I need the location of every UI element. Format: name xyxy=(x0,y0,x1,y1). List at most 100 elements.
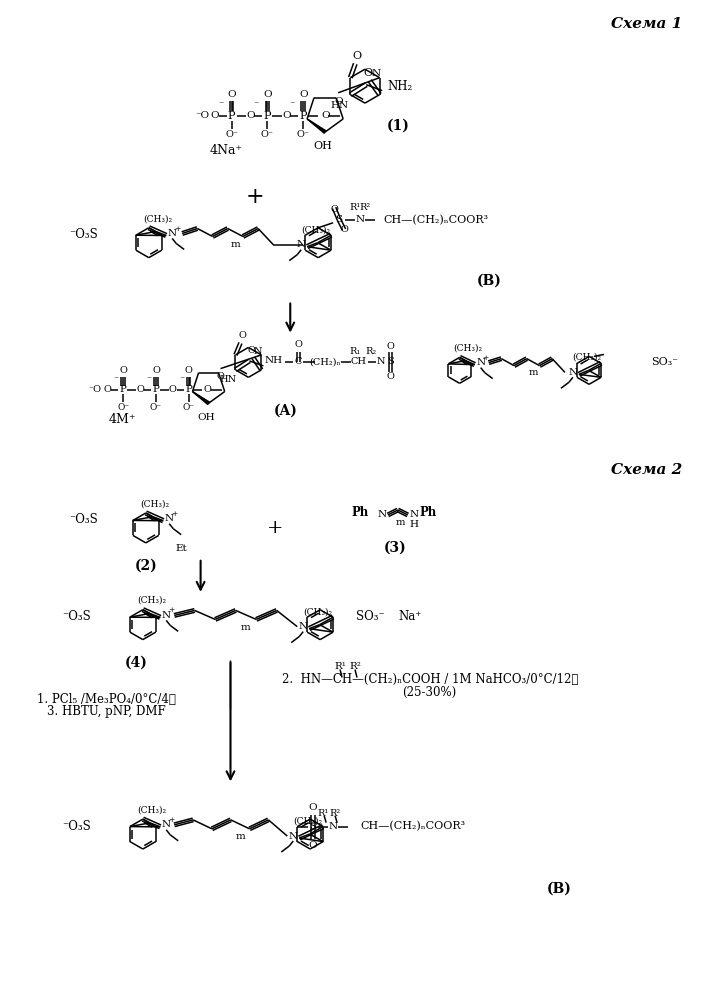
Text: N: N xyxy=(164,514,174,523)
Text: N: N xyxy=(409,510,419,519)
Text: 4Na⁺: 4Na⁺ xyxy=(210,144,243,157)
Text: R¹: R¹ xyxy=(350,203,361,212)
Text: O: O xyxy=(309,841,318,850)
Polygon shape xyxy=(307,119,326,133)
Text: 4M⁺: 4M⁺ xyxy=(108,413,136,426)
Text: R₂: R₂ xyxy=(365,347,377,356)
Text: O: O xyxy=(239,331,246,340)
Text: N: N xyxy=(167,229,177,238)
Text: O: O xyxy=(340,225,348,234)
Text: (CH₃)₂: (CH₃)₂ xyxy=(137,596,167,605)
Text: O⁻: O⁻ xyxy=(297,130,310,139)
Text: O: O xyxy=(227,90,236,99)
Text: (CH₃)₂: (CH₃)₂ xyxy=(293,817,323,826)
Text: O: O xyxy=(210,111,219,120)
Text: O: O xyxy=(185,366,193,375)
Text: R²: R² xyxy=(330,809,340,818)
Text: O⁻: O⁻ xyxy=(225,130,238,139)
Text: Схема 1: Схема 1 xyxy=(611,17,683,31)
Text: (CH₃)₂: (CH₃)₂ xyxy=(140,499,169,508)
Text: (B): (B) xyxy=(547,882,572,896)
Text: HN: HN xyxy=(331,101,349,110)
Text: S: S xyxy=(387,357,394,366)
Text: O: O xyxy=(282,111,290,120)
Text: O: O xyxy=(294,340,302,349)
Text: P: P xyxy=(263,111,271,121)
Text: P: P xyxy=(120,385,127,394)
Text: N: N xyxy=(162,820,171,829)
Text: R¹: R¹ xyxy=(334,662,346,671)
Text: (CH₃)₂: (CH₃)₂ xyxy=(143,214,172,223)
Text: m: m xyxy=(395,518,404,527)
Text: (CH₃)₂: (CH₃)₂ xyxy=(572,353,601,362)
Text: +: + xyxy=(168,816,174,824)
Text: O: O xyxy=(204,385,211,394)
Text: P: P xyxy=(300,111,307,121)
Text: (A): (A) xyxy=(273,403,297,417)
Text: R²: R² xyxy=(360,203,370,212)
Text: (25-30%): (25-30%) xyxy=(402,686,457,699)
Text: OH: OH xyxy=(314,141,333,151)
Text: ⁻: ⁻ xyxy=(253,100,259,109)
Text: ⁻: ⁻ xyxy=(113,375,119,384)
Text: O⁻: O⁻ xyxy=(150,403,162,412)
Text: ⁻: ⁻ xyxy=(218,100,224,109)
Text: R¹: R¹ xyxy=(318,809,329,818)
Text: (CH₃)₂: (CH₃)₂ xyxy=(137,805,167,814)
Text: ⁻: ⁻ xyxy=(290,100,295,109)
Text: Схема 2: Схема 2 xyxy=(611,463,683,477)
Text: O: O xyxy=(136,385,144,394)
Text: +: + xyxy=(267,519,283,537)
Polygon shape xyxy=(192,392,209,404)
Text: O⁻: O⁻ xyxy=(261,130,274,139)
Text: O: O xyxy=(352,51,362,61)
Text: (CH₂)ₙ: (CH₂)ₙ xyxy=(309,357,341,366)
Text: P: P xyxy=(228,111,235,121)
Text: ⁻O: ⁻O xyxy=(196,111,210,120)
Text: (CH₃)₂: (CH₃)₂ xyxy=(303,607,333,616)
Text: 2.  HN—CH—(CH₂)ₙCOOH / 1M NaHCO₃/0°C/12乌: 2. HN—CH—(CH₂)ₙCOOH / 1M NaHCO₃/0°C/12乌 xyxy=(281,673,578,686)
Text: 1. PCl₅ /Me₃PO₄/0°C/4乌: 1. PCl₅ /Me₃PO₄/0°C/4乌 xyxy=(36,693,175,706)
Text: ⁻O₃S: ⁻O₃S xyxy=(63,820,91,833)
Text: O⁻: O⁻ xyxy=(183,403,195,412)
Text: O: O xyxy=(299,90,308,99)
Text: N: N xyxy=(476,358,486,367)
Text: NH: NH xyxy=(264,356,283,365)
Text: N: N xyxy=(568,368,577,377)
Text: ⁻O₃S: ⁻O₃S xyxy=(70,228,98,241)
Text: N: N xyxy=(298,622,308,631)
Text: +: + xyxy=(246,186,265,208)
Text: 3. HBTU, pNP, DMF: 3. HBTU, pNP, DMF xyxy=(46,705,165,718)
Text: NH₂: NH₂ xyxy=(387,80,413,93)
Text: N: N xyxy=(253,347,261,356)
Text: ⁻: ⁻ xyxy=(147,375,152,384)
Text: +: + xyxy=(168,606,174,614)
Text: Na⁺: Na⁺ xyxy=(398,610,422,623)
Text: N: N xyxy=(371,69,380,78)
Text: O⁻: O⁻ xyxy=(117,403,129,412)
Text: (CH₃)₂: (CH₃)₂ xyxy=(301,225,330,234)
Text: N: N xyxy=(328,822,337,831)
Text: O: O xyxy=(330,205,338,214)
Text: N: N xyxy=(162,611,171,620)
Text: N: N xyxy=(377,510,387,519)
Text: +: + xyxy=(483,354,489,362)
Text: m: m xyxy=(231,240,240,249)
Text: CH—(CH₂)ₙCOOR³: CH—(CH₂)ₙCOOR³ xyxy=(383,215,488,225)
Text: N: N xyxy=(297,240,305,249)
Text: C: C xyxy=(295,357,302,366)
Text: +: + xyxy=(171,510,177,518)
Text: S: S xyxy=(310,822,317,831)
Text: O: O xyxy=(387,372,395,381)
Text: (4): (4) xyxy=(125,656,147,670)
Text: H: H xyxy=(409,520,418,529)
Text: P: P xyxy=(152,385,159,394)
Text: (1): (1) xyxy=(387,119,409,133)
Text: OH: OH xyxy=(198,413,216,422)
Text: N: N xyxy=(377,357,385,366)
Text: SO₃⁻: SO₃⁻ xyxy=(651,357,679,367)
Text: ⁻O: ⁻O xyxy=(89,385,102,394)
Text: R²: R² xyxy=(349,662,361,671)
Text: (CH₃)₂: (CH₃)₂ xyxy=(453,343,482,352)
Text: O: O xyxy=(309,803,318,812)
